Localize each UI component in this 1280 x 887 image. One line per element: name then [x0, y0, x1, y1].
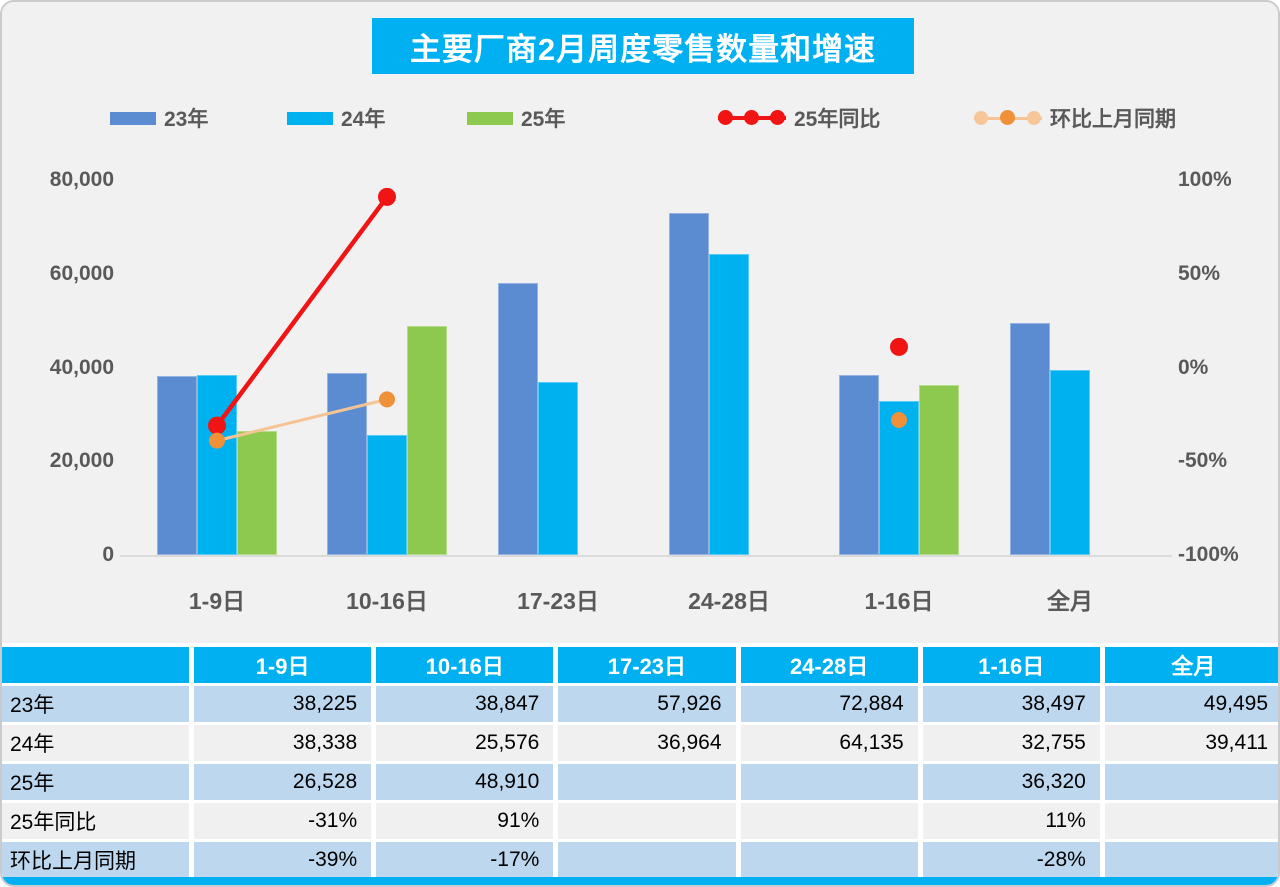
bar-25年-1-9日 — [237, 430, 277, 555]
table-cell — [740, 764, 918, 800]
bottom-accent-bar — [2, 877, 1278, 885]
left-axis-tick: 60,000 — [49, 261, 114, 285]
legend-orangeline-icon — [974, 110, 1042, 126]
x-axis-label: 1-9日 — [188, 588, 246, 614]
table-cell — [1104, 803, 1278, 839]
bar-24年-10-16日 — [367, 435, 407, 555]
bar-24年-全月 — [1050, 370, 1090, 555]
table-cell — [1104, 764, 1278, 800]
bar-24年-24-28日 — [709, 254, 749, 555]
table-cell: 48,910 — [376, 764, 554, 800]
bar-23年-17-23日 — [498, 283, 538, 555]
table-cell: 91% — [376, 803, 554, 839]
table-header-cell: 24-28日 — [740, 647, 918, 683]
x-axis-label: 17-23日 — [517, 588, 599, 614]
legend-label: 25年 — [521, 108, 566, 131]
table-cell: -17% — [376, 842, 554, 878]
table-header-cell: 17-23日 — [558, 647, 736, 683]
data-table: 1-9日 10-16日 17-23日 24-28日 1-16日 全月 23年 38,225 38… — [2, 647, 1278, 878]
left-axis-tick: 40,000 — [49, 355, 114, 379]
marker-25年同比-10-16日 — [378, 187, 396, 206]
marker-25年同比-1-16日 — [890, 337, 908, 356]
table-cell: 39,411 — [1104, 725, 1278, 761]
table-cell: 57,926 — [558, 686, 736, 722]
marker-环比上月同期-10-16日 — [379, 391, 395, 408]
table-header-cell: 全月 — [1104, 647, 1278, 683]
table-row-label: 环比上月同期 — [2, 842, 189, 878]
table-cell — [740, 803, 918, 839]
bar-23年-10-16日 — [327, 372, 367, 555]
legend-item-24: 24年 — [287, 100, 385, 136]
table-header-empty — [2, 647, 189, 683]
legend-swatch-green-icon — [467, 111, 513, 125]
legend-label: 23年 — [164, 108, 209, 131]
bar-25年-1-16日 — [919, 384, 959, 555]
right-axis-tick: 0% — [1178, 355, 1209, 379]
left-axis-tick: 80,000 — [49, 168, 114, 191]
bar-23年-24-28日 — [669, 213, 709, 555]
table-row-label: 24年 — [2, 725, 189, 761]
right-axis-tick: 100% — [1178, 168, 1232, 191]
table-cell: -28% — [922, 842, 1100, 878]
table-header-cell: 1-9日 — [194, 647, 372, 683]
right-axis-tick: 50% — [1178, 261, 1221, 285]
bar-24年-1-9日 — [197, 375, 237, 555]
legend-item-23: 23年 — [110, 100, 208, 136]
left-axis-tick: 20,000 — [49, 449, 114, 472]
bar-23年-1-9日 — [157, 375, 197, 555]
table-cell — [558, 803, 736, 839]
table-row-label: 23年 — [2, 686, 189, 722]
table-cell: 38,225 — [194, 686, 372, 722]
legend-label: 环比上月同期 — [1050, 108, 1176, 131]
table-header-cell: 1-16日 — [922, 647, 1100, 683]
table-cell: 32,755 — [922, 725, 1100, 761]
table-cell: 38,338 — [194, 725, 372, 761]
table-cell: 38,497 — [922, 686, 1100, 722]
legend-label: 24年 — [341, 108, 386, 131]
left-axis-tick: 0 — [102, 543, 114, 566]
legend-swatch-blue-icon — [110, 111, 156, 125]
table-cell — [1104, 842, 1278, 878]
table-cell: -39% — [194, 842, 372, 878]
legend-item-yoy: 25年同比 — [718, 100, 880, 136]
legend-label: 25年同比 — [794, 108, 881, 131]
chart-section: 主要厂商2月周度零售数量和增速 23年 24年 25年 — [2, 2, 1278, 643]
bar-25年-10-16日 — [407, 325, 447, 555]
right-axis-tick: -50% — [1178, 449, 1228, 472]
bar-24年-17-23日 — [538, 381, 578, 555]
x-axis-label: 10-16日 — [346, 588, 428, 614]
table-cell: 49,495 — [1104, 686, 1278, 722]
chart-legend: 23年 24年 25年 25年同比 — [2, 100, 1278, 136]
table-cell — [740, 842, 918, 878]
table-row-label: 25年同比 — [2, 803, 189, 839]
x-axis-label: 24-28日 — [688, 588, 770, 614]
table-header-cell: 10-16日 — [376, 647, 554, 683]
table-cell: 38,847 — [376, 686, 554, 722]
x-axis-label: 全月 — [1047, 588, 1093, 614]
table-cell — [558, 842, 736, 878]
table-cell: 36,320 — [922, 764, 1100, 800]
chart-title: 主要厂商2月周度零售数量和增速 — [372, 18, 914, 74]
table-cell: 72,884 — [740, 686, 918, 722]
table-cell: 26,528 — [194, 764, 372, 800]
legend-redline-icon — [718, 110, 786, 126]
legend-item-25: 25年 — [467, 100, 565, 136]
x-axis-label: 1-16日 — [864, 588, 934, 614]
x-axis-baseline — [120, 555, 1172, 557]
bar-24年-1-16日 — [879, 401, 919, 555]
table-cell: 64,135 — [740, 725, 918, 761]
table-cell — [558, 764, 736, 800]
table-cell: 36,964 — [558, 725, 736, 761]
table-cell: 25,576 — [376, 725, 554, 761]
bar-23年-全月 — [1010, 322, 1050, 555]
table-cell: -31% — [194, 803, 372, 839]
legend-swatch-cyan-icon — [287, 111, 333, 125]
bar-23年-1-16日 — [839, 374, 879, 555]
table-cell: 11% — [922, 803, 1100, 839]
right-axis-tick: -100% — [1178, 543, 1239, 566]
table-row-label: 25年 — [2, 764, 189, 800]
legend-item-mom: 环比上月同期 — [974, 100, 1176, 136]
